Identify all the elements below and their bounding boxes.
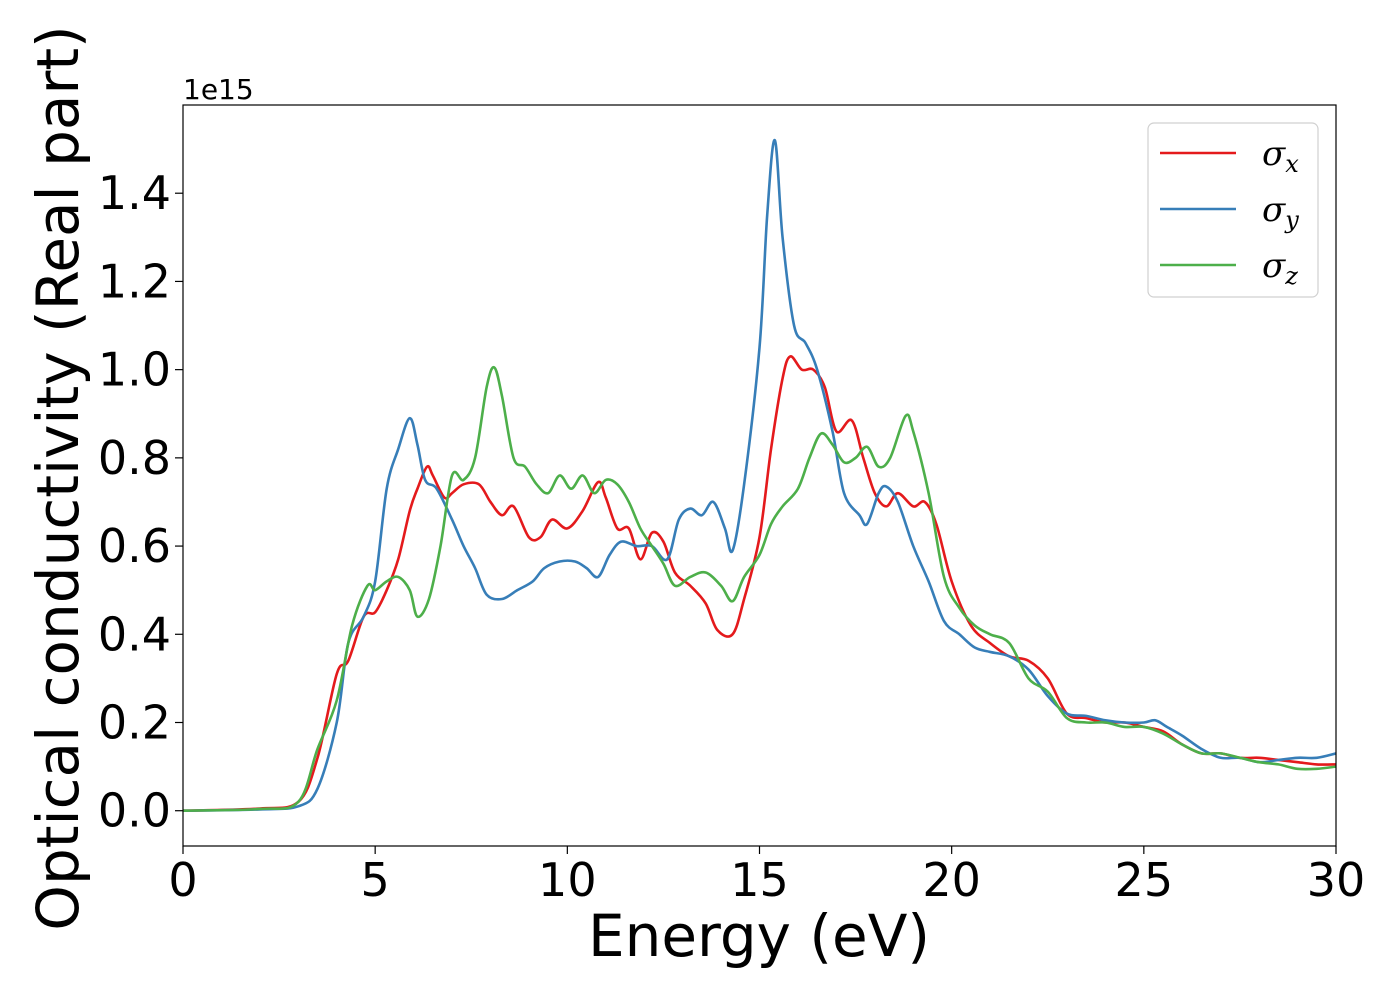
legend: σx σy σz — [1147, 122, 1319, 298]
series-line-x — [183, 355, 1336, 813]
x-tick-label: 15 — [730, 853, 789, 907]
y-tick-label: 0.8 — [98, 431, 171, 485]
x-tick-label: 0 — [168, 853, 197, 907]
x-axis-label: Energy (eV) — [588, 902, 930, 970]
y-tick-label: 1.4 — [98, 166, 171, 220]
y-tick-label: 0.4 — [98, 607, 171, 661]
series-line-z — [183, 365, 1336, 813]
legend-label-y: σy — [1262, 190, 1299, 234]
y-axis-ticks: 0.0 0.2 0.4 0.6 0.8 1.0 1.2 1.4 — [98, 166, 183, 838]
x-tick-label: 30 — [1307, 853, 1366, 907]
y-tick-label: 0.6 — [98, 519, 171, 573]
legend-label-z: σz — [1262, 246, 1298, 290]
y-tick-label: 1.2 — [98, 254, 171, 308]
x-tick-label: 25 — [1115, 853, 1174, 907]
y-tick-label: 1.0 — [98, 343, 171, 397]
y-offset-text: 1e15 — [183, 73, 254, 106]
legend-label-x: σx — [1262, 134, 1299, 178]
x-tick-label: 5 — [361, 853, 390, 907]
x-tick-label: 20 — [922, 853, 981, 907]
y-axis-label: Optical conductivity (Real part) — [24, 25, 92, 930]
x-axis-ticks: 0 5 10 15 20 25 30 — [168, 846, 1365, 907]
series-line-y — [183, 138, 1336, 813]
y-tick-label: 0.2 — [98, 696, 171, 750]
y-tick-label: 0.0 — [98, 784, 171, 838]
x-tick-label: 10 — [538, 853, 597, 907]
series-layer — [183, 138, 1336, 813]
